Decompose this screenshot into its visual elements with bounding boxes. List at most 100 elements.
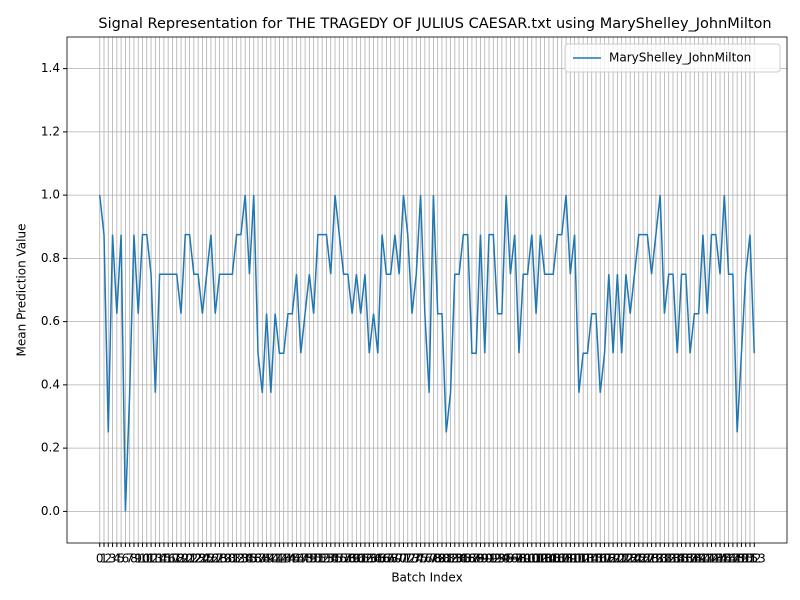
x-tick-label: 61 (353, 552, 368, 566)
y-tick-label: 0.2 (41, 441, 60, 455)
x-tick-label: 49 (302, 552, 317, 566)
x-tick-label: 44 (280, 552, 295, 566)
x-tick-label: 66 (374, 552, 389, 566)
x-tick-label: 73 (404, 552, 419, 566)
x-tick-label: 135 (666, 552, 689, 566)
x-tick-label: 91 (481, 552, 496, 566)
x-tick-label: 143 (700, 552, 723, 566)
x-tick-label: 150 (730, 552, 753, 566)
x-tick-label: 26 (203, 552, 218, 566)
x-tick-label: 70 (392, 552, 407, 566)
x-tick-label: 96 (503, 552, 518, 566)
x-tick-label: 118 (593, 552, 616, 566)
x-tick-label: 40 (263, 552, 278, 566)
x-tick-label: 60 (349, 552, 364, 566)
x-tick-label: 100 (516, 552, 539, 566)
y-tick-label: 1.4 (41, 61, 60, 75)
x-tick-label: 68 (383, 552, 398, 566)
x-tick-label: 34 (238, 552, 253, 566)
x-tick-label: 8 (130, 552, 138, 566)
x-tick-label: 153 (743, 552, 766, 566)
x-tick-label: 5 (117, 552, 125, 566)
x-tick-label: 52 (315, 552, 330, 566)
x-tick-label: 90 (477, 552, 492, 566)
x-tick-label: 19 (173, 552, 188, 566)
x-tick-label: 147 (717, 552, 740, 566)
data-line (98, 195, 756, 512)
x-tick-label: 125 (623, 552, 646, 566)
x-tick-label: 139 (683, 552, 706, 566)
x-tick-label: 30 (220, 552, 235, 566)
x-tick-label: 13 (148, 552, 163, 566)
x-tick-label: 126 (627, 552, 650, 566)
x-tick-label: 122 (610, 552, 633, 566)
x-tick-label: 14 (152, 552, 167, 566)
x-tick-label: 63 (362, 552, 377, 566)
x-tick-label: 46 (289, 552, 304, 566)
plot-frame (66, 36, 788, 544)
x-tick-label: 138 (679, 552, 702, 566)
x-tick-label: 92 (486, 552, 501, 566)
x-tick-label: 123 (614, 552, 637, 566)
x-tick-label: 146 (713, 552, 736, 566)
x-tick-label: 23 (190, 552, 205, 566)
x-tick-label: 106 (542, 552, 565, 566)
x-tick-label: 148 (721, 552, 744, 566)
x-tick-label: 151 (734, 552, 757, 566)
x-tick-label: 64 (366, 552, 381, 566)
x-tick-label: 48 (297, 552, 312, 566)
x-tick-label: 140 (687, 552, 710, 566)
legend-box (564, 43, 781, 73)
x-tick-label: 6 (122, 552, 130, 566)
x-tick-label: 105 (537, 552, 560, 566)
y-tick-label: 1.0 (41, 188, 60, 202)
x-tick-label: 79 (430, 552, 445, 566)
x-tick-label: 81 (439, 552, 454, 566)
chart-title: Signal Representation for THE TRAGEDY OF… (98, 16, 771, 32)
x-tick-label: 29 (216, 552, 231, 566)
x-tick-label: 149 (726, 552, 749, 566)
x-tick-label: 33 (233, 552, 248, 566)
x-tick-label: 25 (199, 552, 214, 566)
y-tick-label: 0.6 (41, 314, 60, 328)
y-axis-label: Mean Prediction Value (15, 224, 29, 357)
x-tick-label: 108 (550, 552, 573, 566)
x-tick-label: 141 (691, 552, 714, 566)
x-tick-label: 22 (186, 552, 201, 566)
x-tick-label: 112 (567, 552, 590, 566)
x-tick-label: 18 (169, 552, 184, 566)
x-tick-label: 89 (473, 552, 488, 566)
x-tick-label: 21 (182, 552, 197, 566)
x-tick-label: 124 (619, 552, 642, 566)
x-tick-label: 9 (134, 552, 142, 566)
x-tick-label: 83 (447, 552, 462, 566)
x-tick-label: 31 (225, 552, 240, 566)
x-tick-label: 10 (135, 552, 150, 566)
x-tick-label: 4 (113, 552, 121, 566)
legend-label: MaryShelley_JohnMilton (609, 51, 751, 65)
x-tick-label: 127 (632, 552, 655, 566)
x-tick-label: 82 (443, 552, 458, 566)
x-tick-label: 12 (143, 552, 158, 566)
x-tick-label: 103 (529, 552, 552, 566)
x-tick-label: 35 (242, 552, 257, 566)
x-tick-label: 45 (285, 552, 300, 566)
x-tick-label: 132 (653, 552, 676, 566)
x-tick-label: 136 (670, 552, 693, 566)
x-tick-label: 86 (460, 552, 475, 566)
x-tick-label: 57 (336, 552, 351, 566)
x-tick-label: 27 (208, 552, 223, 566)
y-tick-label: 0.4 (41, 377, 60, 391)
x-tick-label: 80 (434, 552, 449, 566)
x-tick-label: 134 (662, 552, 685, 566)
x-tick-label: 51 (310, 552, 325, 566)
x-tick-label: 145 (709, 552, 732, 566)
x-axis-label: Batch Index (391, 571, 462, 585)
x-tick-label: 114 (576, 552, 599, 566)
x-tick-label: 144 (704, 552, 727, 566)
x-tick-label: 95 (499, 552, 514, 566)
x-tick-label: 11 (139, 552, 154, 566)
y-tick-label: 0.8 (41, 251, 60, 265)
x-tick-label: 76 (417, 552, 432, 566)
